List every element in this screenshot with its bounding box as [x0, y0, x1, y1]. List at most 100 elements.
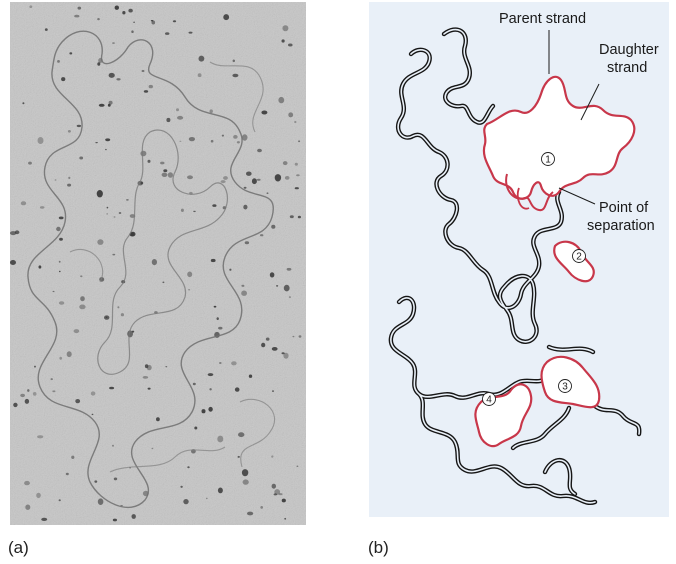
- micrograph-speck: [292, 335, 295, 338]
- micrograph-speck: [237, 455, 240, 458]
- micrograph-speck: [109, 386, 115, 390]
- micrograph-speck: [146, 364, 152, 371]
- micrograph-speck: [147, 387, 151, 390]
- micrograph-speck: [218, 326, 223, 330]
- micrograph-speck: [247, 511, 254, 516]
- micrograph-speck: [58, 499, 61, 502]
- micrograph-speck: [131, 514, 136, 519]
- micrograph-speck: [39, 206, 45, 209]
- svg-text:2: 2: [576, 252, 582, 263]
- micrograph-speck: [79, 304, 86, 310]
- micrograph-speck: [243, 204, 248, 210]
- micrograph-speck: [234, 387, 240, 392]
- micrograph-speck: [221, 134, 224, 137]
- micrograph-speck: [98, 103, 105, 107]
- micrograph-speck: [209, 109, 213, 114]
- micrograph-speck: [120, 313, 124, 317]
- micrograph-speck: [67, 183, 72, 187]
- micrograph-speck: [74, 14, 80, 18]
- micrograph-speck: [236, 141, 240, 144]
- micrograph-speck: [187, 466, 190, 469]
- svg-text:3: 3: [562, 382, 568, 393]
- micrograph-speck: [260, 506, 263, 509]
- micrograph-speck: [131, 30, 134, 33]
- micrograph-speck: [201, 409, 206, 414]
- micrograph-speck: [113, 216, 116, 218]
- micrograph-speck: [261, 342, 266, 348]
- micrograph-speck: [80, 296, 85, 302]
- micrograph-speck: [241, 134, 248, 141]
- dna-strand-faint-inner: [97, 129, 229, 375]
- micrograph-speck: [223, 14, 230, 21]
- micrograph-speck: [163, 169, 168, 173]
- micrograph-speck: [219, 362, 222, 364]
- micrograph-speck: [248, 374, 253, 378]
- micrograph-speck: [257, 148, 262, 153]
- micrograph-speck: [13, 402, 18, 408]
- micrograph-speck: [274, 174, 282, 182]
- micrograph-speck: [75, 399, 81, 404]
- micrograph-speck: [156, 417, 160, 422]
- micrograph-speck: [37, 137, 44, 144]
- micrograph-speck: [261, 110, 268, 115]
- micrograph-speck: [180, 208, 184, 212]
- micrograph-speck: [166, 117, 171, 123]
- micrograph-speck: [24, 398, 30, 404]
- micrograph-speck: [241, 290, 248, 296]
- micrograph-speck: [59, 356, 62, 360]
- micrograph-speck: [133, 21, 135, 23]
- micrograph-speck: [251, 178, 257, 185]
- micrograph-speck: [198, 55, 205, 62]
- micrograph-speck: [52, 390, 56, 393]
- replication-diagram: 1 2 3 4 Parent strand Daughter strand Po…: [369, 2, 669, 517]
- micrograph-speck: [298, 335, 302, 338]
- micrograph-speck: [20, 393, 25, 398]
- micrograph-speck: [144, 364, 149, 369]
- micrograph-speck: [106, 206, 109, 209]
- micrograph-speck: [172, 20, 177, 23]
- micrograph-speck: [265, 337, 270, 341]
- micrograph-speck: [278, 493, 283, 496]
- micrograph-speck: [112, 518, 117, 522]
- micrograph-speck: [283, 352, 289, 359]
- micrograph-speck: [71, 455, 75, 459]
- micrograph-speck: [29, 5, 33, 8]
- micrograph-speck: [281, 39, 285, 43]
- micrograph-speck: [298, 140, 301, 143]
- micrograph-speck: [188, 289, 191, 291]
- micrograph-speck: [180, 485, 183, 488]
- micrograph-speck: [10, 231, 17, 236]
- micrograph-speck: [241, 469, 249, 477]
- micrograph-speck: [142, 376, 149, 379]
- micrograph-speck: [112, 444, 114, 447]
- label-leaders: [548, 30, 600, 205]
- micrograph-speck: [223, 176, 228, 180]
- micrograph-speck: [52, 290, 55, 293]
- diagram-background: [369, 2, 669, 517]
- micrograph-speck: [288, 43, 293, 47]
- bubble-number-1: 1: [541, 152, 555, 166]
- micrograph-speck: [41, 517, 48, 522]
- micrograph-speck: [231, 361, 237, 366]
- micrograph-speck: [179, 140, 182, 142]
- micrograph-speck: [54, 179, 57, 181]
- micrograph-speck: [96, 190, 103, 198]
- panel-label-a: (a): [8, 538, 29, 557]
- micrograph-speck: [232, 73, 239, 78]
- micrograph-speck: [271, 224, 276, 229]
- micrograph-speck: [217, 435, 224, 443]
- micrograph-speck: [68, 176, 71, 180]
- micrograph-speck: [58, 216, 64, 220]
- micrograph-speck: [57, 60, 60, 63]
- micrograph-speck: [141, 69, 145, 73]
- micrograph-speck: [206, 497, 208, 500]
- micrograph-speck: [208, 406, 213, 412]
- micrograph-speck: [213, 305, 217, 308]
- micrograph-speck: [281, 352, 285, 355]
- micrograph-speck: [289, 215, 294, 219]
- micrograph-speck: [244, 241, 250, 245]
- micrograph-speck: [165, 32, 170, 35]
- micrograph-speck: [58, 301, 65, 305]
- micrograph-speck: [187, 271, 193, 278]
- micrograph-speck: [243, 186, 247, 189]
